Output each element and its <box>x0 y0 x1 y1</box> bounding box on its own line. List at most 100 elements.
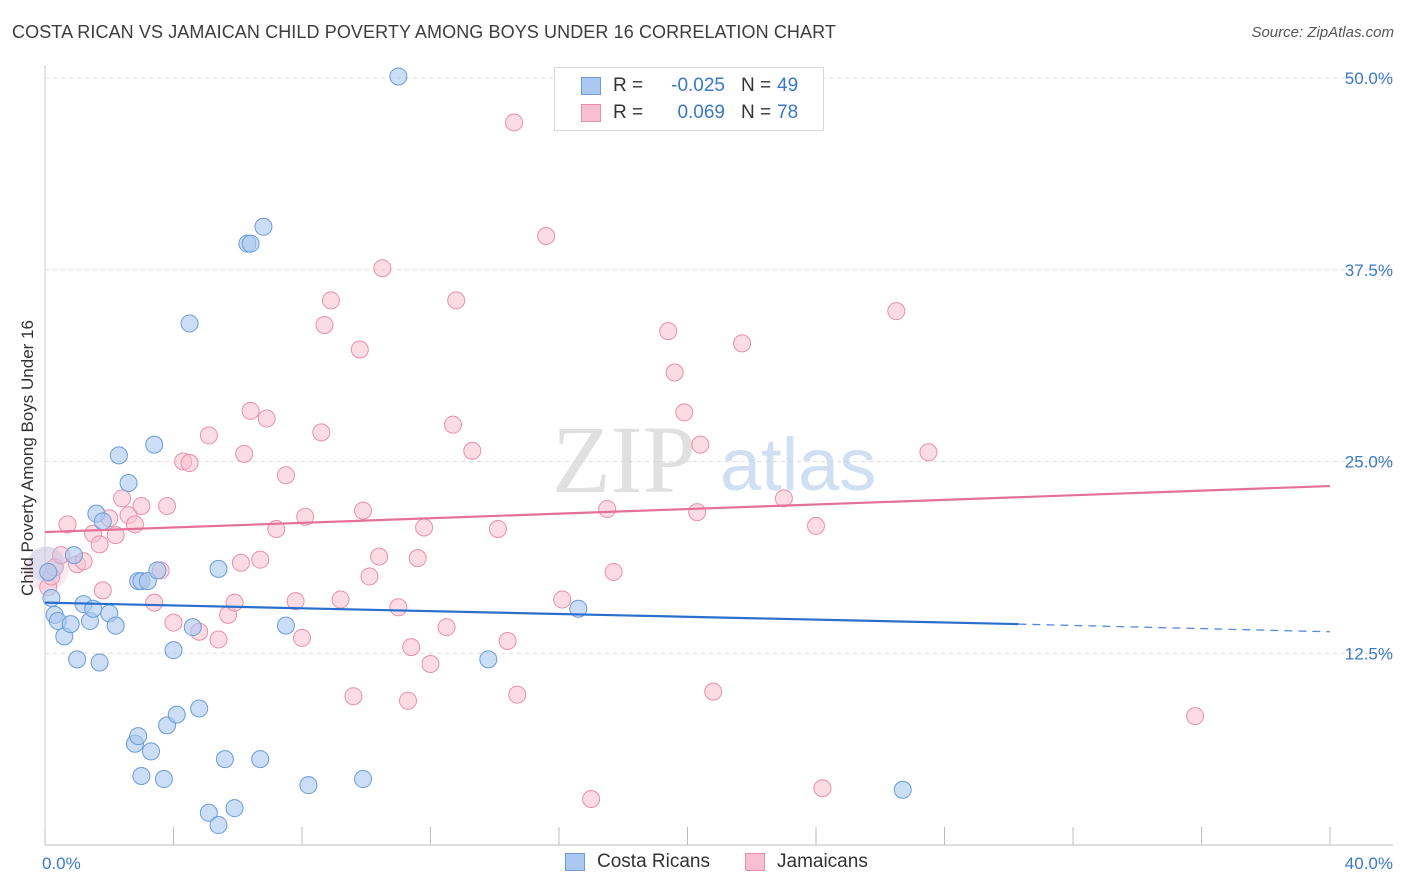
tick-labels: 12.5% 25.0% 37.5% 50.0% 0.0% 40.0% <box>42 69 1393 873</box>
jamaicans-point <box>199 426 218 445</box>
costa-ricans-point <box>148 561 167 580</box>
legend-r-value: -0.025 <box>671 75 725 96</box>
costa-ricans-point <box>109 446 128 465</box>
costa-ricans-point <box>164 641 183 660</box>
legend-r-label: R = <box>613 75 644 96</box>
jamaicans-point <box>675 403 694 422</box>
costa-ricans-point <box>276 616 295 635</box>
costa-ricans-point <box>39 562 58 581</box>
jamaicans-point <box>508 685 527 704</box>
jamaicans-point <box>93 581 112 600</box>
jamaicans-point <box>437 618 456 637</box>
costa-ricans-point <box>145 435 164 454</box>
jamaicans-point <box>344 687 363 706</box>
jamaicans-point <box>225 593 244 612</box>
jamaicans-point <box>807 516 825 535</box>
y-axis-label: Child Poverty Among Boys Under 16 <box>18 320 37 596</box>
jamaicans-point <box>231 553 250 572</box>
jamaicans-point <box>360 567 379 586</box>
costa-ricans-point <box>254 217 273 236</box>
jamaicans-point <box>498 631 517 650</box>
legend-n-value: 78 <box>777 102 799 123</box>
costa-ricans-point <box>167 705 186 724</box>
jamaicans-point <box>286 592 305 611</box>
bottom-legend-costa-ricans: Costa Ricans <box>565 851 710 873</box>
y-tick-label: 12.5% <box>1345 644 1393 663</box>
jamaicans-point <box>553 590 572 609</box>
costa-ricans-point <box>215 750 234 769</box>
jamaicans-point <box>106 526 125 545</box>
jamaicans-point <box>132 496 151 515</box>
costa-ricans-point <box>90 653 109 672</box>
jamaicans-point <box>158 496 177 515</box>
jamaicans-point <box>887 302 906 321</box>
jamaicans-point <box>296 507 315 526</box>
jamaicans-point <box>90 535 109 554</box>
chart-title: COSTA RICAN VS JAMAICAN CHILD POVERTY AM… <box>12 22 836 42</box>
jamaicans-point <box>408 549 427 568</box>
costa-ricans-point <box>479 650 498 669</box>
watermark-atlas: atlas <box>720 423 876 506</box>
costa-ricans-point <box>154 770 173 789</box>
costa-ricans-point <box>241 234 260 253</box>
jamaicans-points <box>24 113 1205 808</box>
costa-ricans-point <box>64 546 83 565</box>
jamaicans-point <box>164 613 183 632</box>
costa-ricans-point <box>180 314 199 333</box>
x-tick-label: 0.0% <box>42 854 81 873</box>
legend: R = -0.025 N = 49 R = 0.069 N = 78 <box>554 67 824 131</box>
y-tick-label: 37.5% <box>1345 261 1393 280</box>
jamaicans-trend-line <box>44 484 1331 534</box>
jamaicans-point <box>315 315 334 334</box>
jamaicans-point <box>733 334 752 353</box>
costa-ricans-point <box>354 770 373 789</box>
jamaicans-point <box>604 562 623 581</box>
jamaicans-point <box>354 501 373 520</box>
costa-ricans-point <box>142 742 161 761</box>
watermark-zip: ZIP <box>552 406 696 513</box>
y-tick-label: 50.0% <box>1345 69 1393 88</box>
bottom-legend: Costa Ricans Jamaicans <box>0 851 1406 877</box>
jamaicans-point <box>321 291 340 310</box>
jamaicans-point <box>145 593 164 612</box>
jamaicans-point <box>774 489 793 508</box>
trend-lines <box>44 484 1331 633</box>
costa-ricans-point <box>129 727 148 746</box>
jamaicans-point <box>209 630 228 649</box>
costa-ricans-point <box>119 473 138 492</box>
watermark: ZIP atlas <box>552 406 876 513</box>
jamaicans-point <box>241 401 260 420</box>
costa-ricans-point <box>132 766 151 785</box>
costa-ricans-point <box>68 650 87 669</box>
bottom-legend-swatch-blue <box>565 853 585 871</box>
jamaicans-point <box>691 435 710 454</box>
jamaicans-point <box>235 444 254 463</box>
bottom-legend-swatch-pink <box>745 853 765 871</box>
costa-ricans-point <box>389 67 408 86</box>
costa-ricans-point <box>209 559 228 578</box>
grid-lines <box>45 77 1393 654</box>
costa-ricans-point <box>183 618 202 637</box>
jamaicans-point <box>463 441 482 460</box>
jamaicans-point <box>257 409 276 428</box>
jamaicans-point <box>373 259 392 278</box>
costa-ricans-point <box>106 616 125 635</box>
jamaicans-point <box>293 628 311 647</box>
costa-ricans-point <box>209 816 228 835</box>
x-tick-label: 40.0% <box>1345 854 1393 873</box>
legend-swatch-pink <box>581 104 601 122</box>
costa-ricans-point <box>61 615 80 634</box>
jamaicans-point <box>598 500 617 519</box>
jamaicans-point <box>505 113 524 132</box>
jamaicans-point <box>402 638 421 657</box>
jamaicans-point <box>488 519 507 538</box>
costa-ricans-point <box>251 750 270 769</box>
y-tick-label: 25.0% <box>1345 453 1393 472</box>
jamaicans-point <box>688 503 707 522</box>
jamaicans-point <box>665 363 684 382</box>
jamaicans-point <box>443 415 462 434</box>
jamaicans-point <box>813 779 832 798</box>
jamaicans-point <box>919 443 938 462</box>
jamaicans-point <box>312 423 331 442</box>
